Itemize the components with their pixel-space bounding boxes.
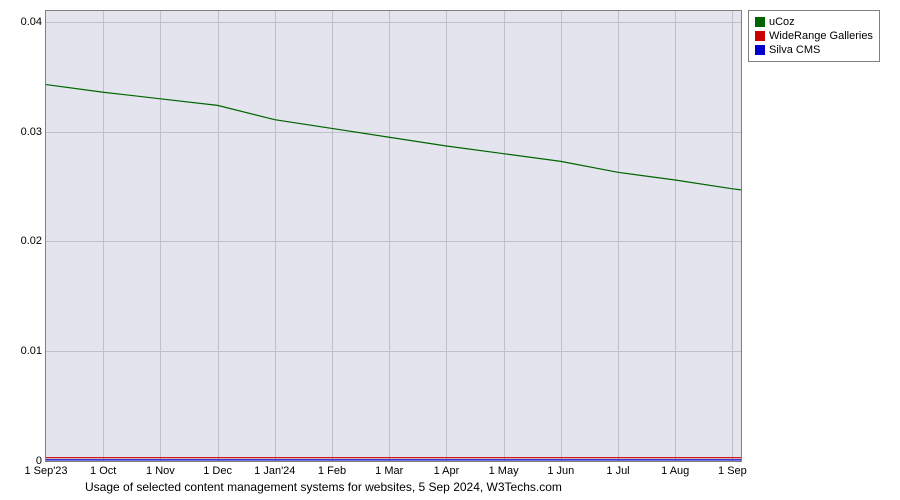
xtick-label: 1 Sep [718,465,747,477]
xtick-label: 1 Sep'23 [24,465,67,477]
xtick-label: 1 Jun [547,465,574,477]
xtick-label: 1 Jan'24 [254,465,295,477]
xtick-label: 1 Mar [375,465,403,477]
ytick-label: 0.01 [21,345,42,357]
xtick-label: 1 Dec [203,465,232,477]
plot-area: 00.010.020.030.041 Sep'231 Oct1 Nov1 Dec… [45,10,742,462]
legend-label: uCoz [769,15,795,29]
legend-item: Silva CMS [755,43,873,57]
legend-label: WideRange Galleries [769,29,873,43]
series-line [46,85,741,190]
xtick-label: 1 Aug [661,465,689,477]
chart-container: 00.010.020.030.041 Sep'231 Oct1 Nov1 Dec… [0,5,900,495]
ytick-label: 0.03 [21,126,42,138]
ytick-label: 0.04 [21,16,42,28]
ytick-label: 0.02 [21,235,42,247]
xtick-label: 1 Jul [606,465,629,477]
xtick-label: 1 Oct [90,465,116,477]
legend-swatch [755,17,765,27]
series-lines [46,11,741,461]
xtick-label: 1 Nov [146,465,175,477]
legend-label: Silva CMS [769,43,820,57]
xtick-label: 1 Apr [434,465,460,477]
xtick-label: 1 Feb [318,465,346,477]
legend-item: uCoz [755,15,873,29]
legend-item: WideRange Galleries [755,29,873,43]
xtick-label: 1 May [489,465,519,477]
legend-swatch [755,45,765,55]
chart-caption: Usage of selected content management sys… [85,480,562,494]
legend-swatch [755,31,765,41]
legend: uCozWideRange GalleriesSilva CMS [748,10,880,62]
